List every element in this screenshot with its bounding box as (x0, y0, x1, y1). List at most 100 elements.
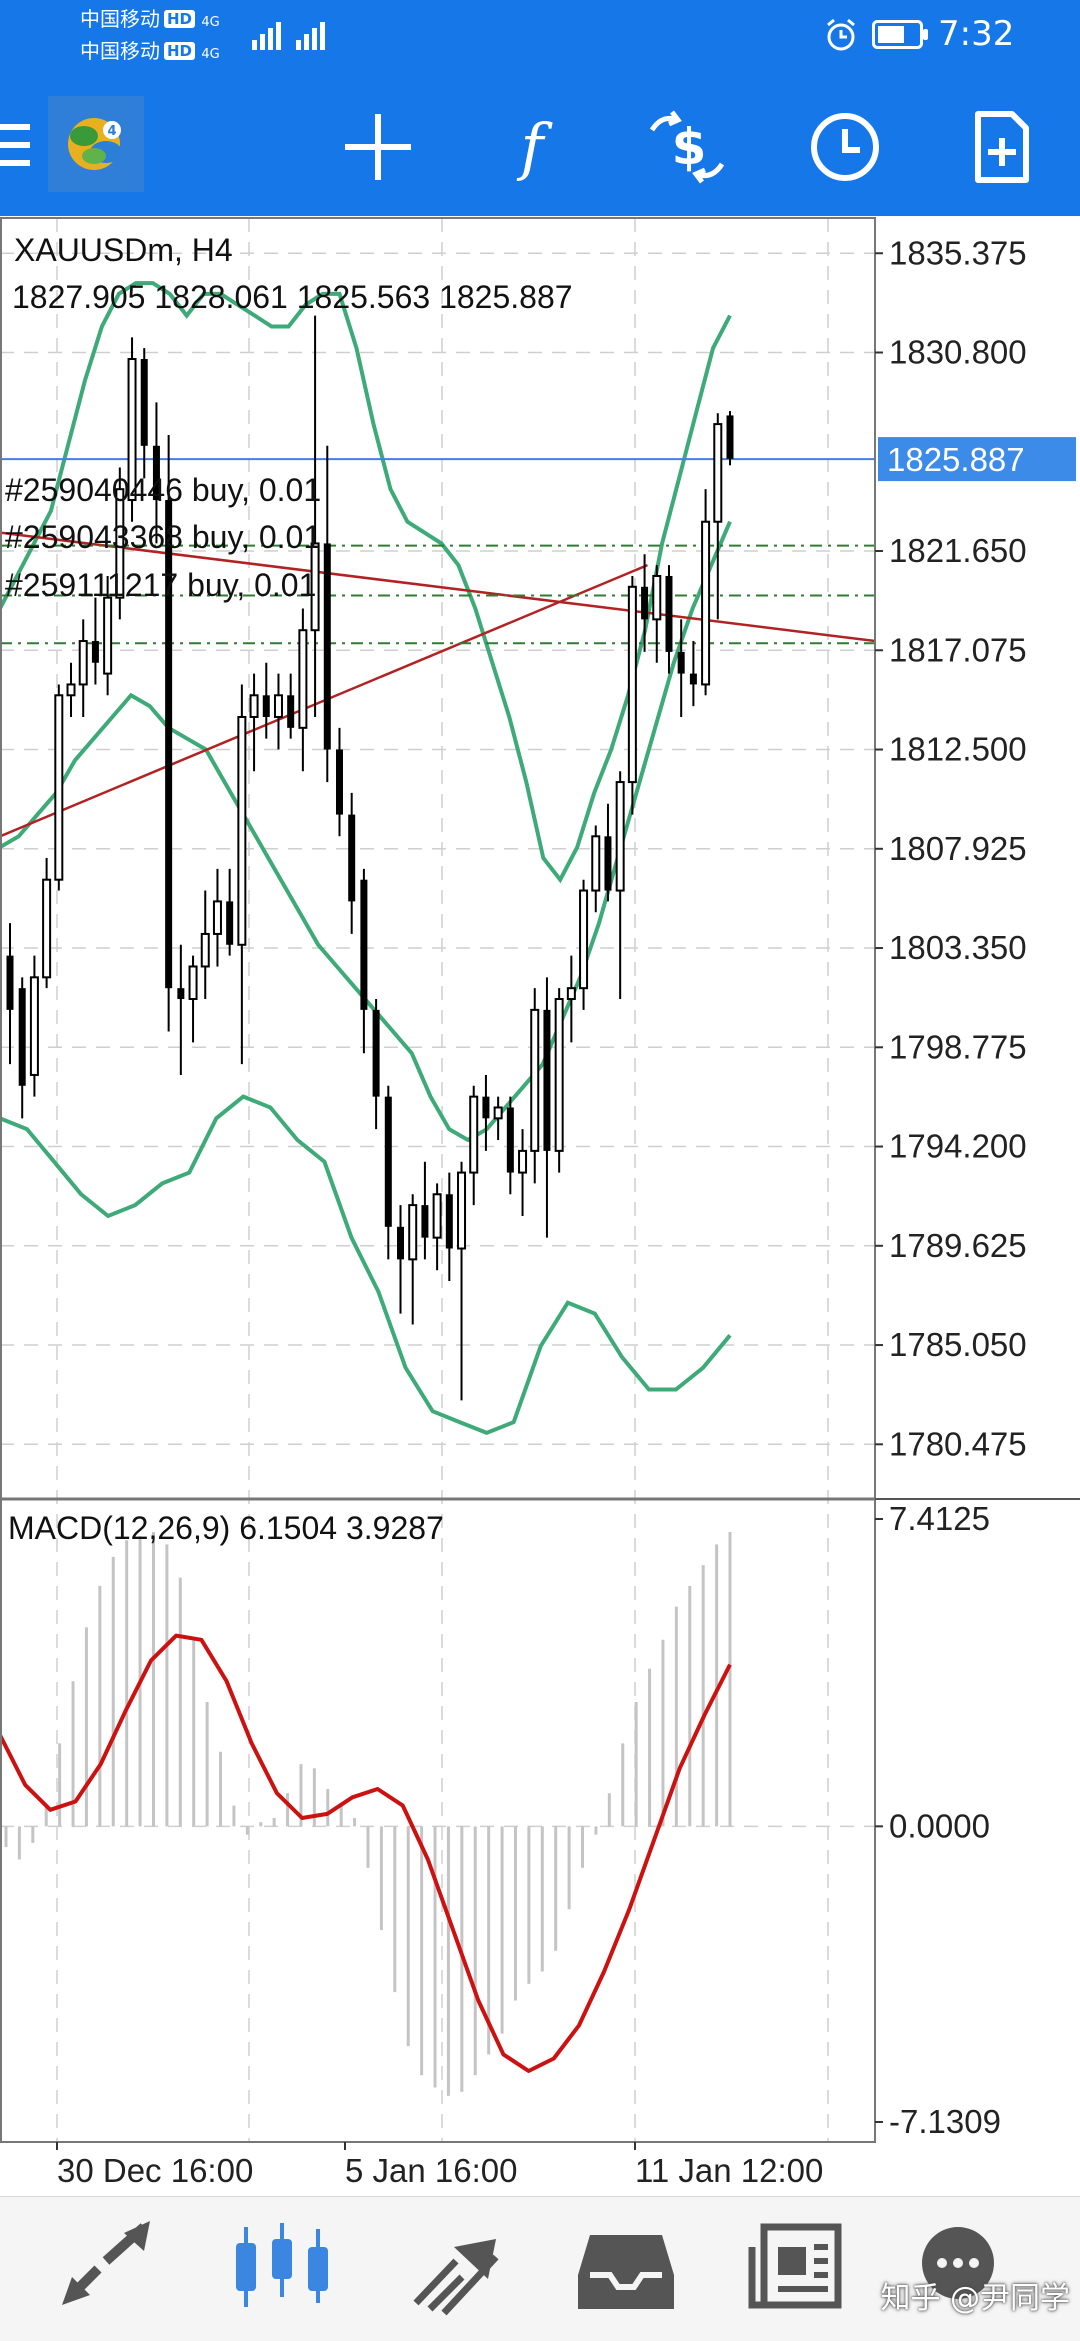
app-header: 中国移动 HD 4G 中国移动 HD 4G 7:32 4 (0, 0, 1080, 216)
candle (177, 944, 185, 1075)
candle-body-bull (408, 1204, 418, 1261)
metatrader-logo[interactable]: 4 (48, 96, 144, 192)
nav-messages[interactable] (904, 2217, 1024, 2317)
chart-background (0, 216, 1080, 2196)
order-label-2: #259043368 buy, 0.01 (5, 519, 321, 555)
candle-body-bear (506, 1107, 514, 1173)
candle-body-bear (726, 415, 734, 459)
candle (677, 619, 685, 717)
nav-chart[interactable] (222, 2217, 342, 2317)
price-tick-label: 1821.650 (889, 532, 1027, 569)
candle-body-bull (200, 932, 210, 968)
carrier-2: 中国移动 HD 4G (80, 38, 220, 68)
candle (29, 955, 39, 1097)
candle (579, 879, 589, 1010)
candle-body-bull (249, 694, 259, 718)
candle (66, 662, 76, 717)
candle-body-bear (348, 814, 356, 902)
watermark-text: 知乎 @尹同学 (880, 2281, 1070, 2316)
candle (249, 673, 259, 772)
crosshair-button[interactable] (333, 102, 423, 192)
candle (78, 619, 88, 717)
candle-body-bull (66, 683, 76, 697)
candle-body-bull (579, 889, 589, 990)
candle (54, 684, 64, 891)
candle (348, 792, 356, 934)
price-tick-label: 1798.775 (889, 1028, 1027, 1065)
candle-body-bull (42, 878, 52, 979)
candle (457, 1161, 467, 1401)
add-object-icon (975, 111, 1029, 183)
candle (287, 673, 295, 739)
ohlc-label: 1827.905 1828.061 1825.563 1825.887 (12, 279, 573, 315)
candle-body-bull (701, 520, 711, 686)
trade-icon (413, 2239, 499, 2316)
candle (615, 771, 625, 1000)
price-tick-label: 1835.375 (889, 234, 1027, 271)
messages-icon (922, 2227, 994, 2299)
candle (713, 413, 723, 620)
candle (200, 890, 210, 1000)
candle-body-bear (360, 879, 368, 1010)
candle (152, 402, 160, 544)
candle (397, 1205, 405, 1314)
candle-body-bear (397, 1226, 405, 1260)
candle-body-bear (18, 988, 26, 1086)
candle-body-bull (127, 358, 137, 502)
svg-text:$: $ (672, 118, 707, 176)
price-tick-label: 1817.075 (889, 631, 1027, 668)
candle-body-bear (287, 695, 295, 728)
candle-body-bull (457, 1171, 467, 1250)
alarm-icon (827, 18, 855, 51)
candle-body-bear (689, 673, 697, 685)
candle-body-bull (310, 542, 320, 632)
candle-body-bear (372, 1009, 380, 1097)
candle-body-bear (604, 836, 612, 891)
indicators-button[interactable]: f (487, 102, 577, 192)
timeframe-button[interactable] (800, 102, 890, 192)
price-tick-label: 1807.925 (889, 830, 1027, 867)
candle-body-bear (91, 641, 99, 663)
candle-body-bear (335, 749, 343, 815)
candle (641, 554, 649, 652)
function-icon: f (517, 110, 554, 183)
candle (518, 1129, 528, 1216)
candle-body-bear (543, 1009, 551, 1151)
nav-trade[interactable] (396, 2217, 516, 2317)
time-tick-label: 30 Dec 16:00 (57, 2152, 253, 2189)
add-object-button[interactable] (956, 102, 1046, 192)
candle (140, 348, 148, 479)
metatrader-logo-icon: 4 (68, 118, 122, 170)
candle (273, 673, 283, 750)
candle (91, 597, 99, 685)
current-price-tag (878, 437, 1076, 482)
quotes-icon (62, 2221, 150, 2305)
price-tick-label: 1803.350 (889, 929, 1027, 966)
candlesticks (6, 315, 734, 1401)
macd-label: MACD(12,26,9) 6.1504 3.9287 (8, 1510, 444, 1546)
candle (42, 858, 52, 989)
candle (6, 923, 14, 1065)
candle (554, 988, 564, 1173)
candle (493, 1096, 503, 1141)
candle (188, 955, 198, 1043)
menu-icon[interactable] (0, 122, 32, 168)
svg-text:f: f (517, 110, 554, 183)
nav-quotes[interactable] (50, 2217, 170, 2317)
carrier-1-label: 中国移动 (80, 7, 160, 31)
candle-body-bear (262, 695, 270, 717)
trade-button[interactable]: $ (642, 102, 732, 192)
candle (689, 641, 697, 707)
candle (237, 684, 247, 1065)
nav-history[interactable] (566, 2217, 686, 2317)
nav-news[interactable] (738, 2217, 858, 2317)
price-chart[interactable]: 1835.375 1830.800 1821.650 1817.075 1812.500… (0, 216, 1080, 2196)
candle-body-bull (188, 965, 198, 1001)
candle (115, 467, 125, 620)
trendline-2 (0, 531, 876, 643)
carrier-1: 中国移动 HD 4G (80, 6, 220, 36)
candle (262, 662, 270, 739)
status-time: 7:32 (938, 14, 1015, 54)
news-icon (748, 2223, 842, 2309)
time-tick-label: 5 Jan 16:00 (345, 2152, 517, 2189)
